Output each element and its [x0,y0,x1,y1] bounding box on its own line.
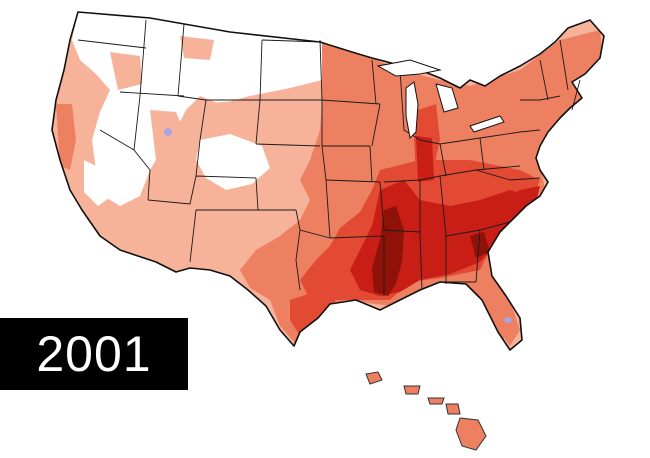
boundary-lines-central [260,39,421,296]
lake-huron [435,83,459,113]
great-salt-lake-marker [164,128,172,136]
hawaii-island-kauai [365,371,383,385]
fill-level-1-montana [180,36,214,60]
fill-level-0-colorado [196,134,270,190]
hawaii-islands [365,371,487,451]
fill-level-1-utah [150,110,188,168]
boundary-lines-east [383,39,581,291]
fill-level-1-wyoming [196,100,268,130]
boundary-lines-west [77,19,331,263]
fill-level-3-texas-coast [290,290,336,336]
hawaii-island-oahu [403,385,421,395]
hawaii-island-maui [445,403,461,415]
fill-level-4-indiana [416,136,434,182]
hawaii-island-big [455,417,487,451]
year-label: 2001 [0,318,188,390]
fill-level-5-georgia [470,232,490,258]
lake-okeechobee-marker [504,317,512,323]
lake-michigan [405,81,419,140]
fill-level-1-idaho [110,52,142,90]
fill-level-2-florida [476,282,520,346]
fill-level-2-west-coast [56,104,76,170]
fill-level-0-california-valley [84,160,112,206]
fill-level-4-carolinas [486,186,540,240]
state-boundaries [77,19,581,296]
conus-outline [51,11,605,351]
hawaii-island-molokai [427,397,445,405]
fill-level-5-delta [372,206,404,296]
lake-superior [376,59,442,77]
lake-erie [469,115,505,133]
